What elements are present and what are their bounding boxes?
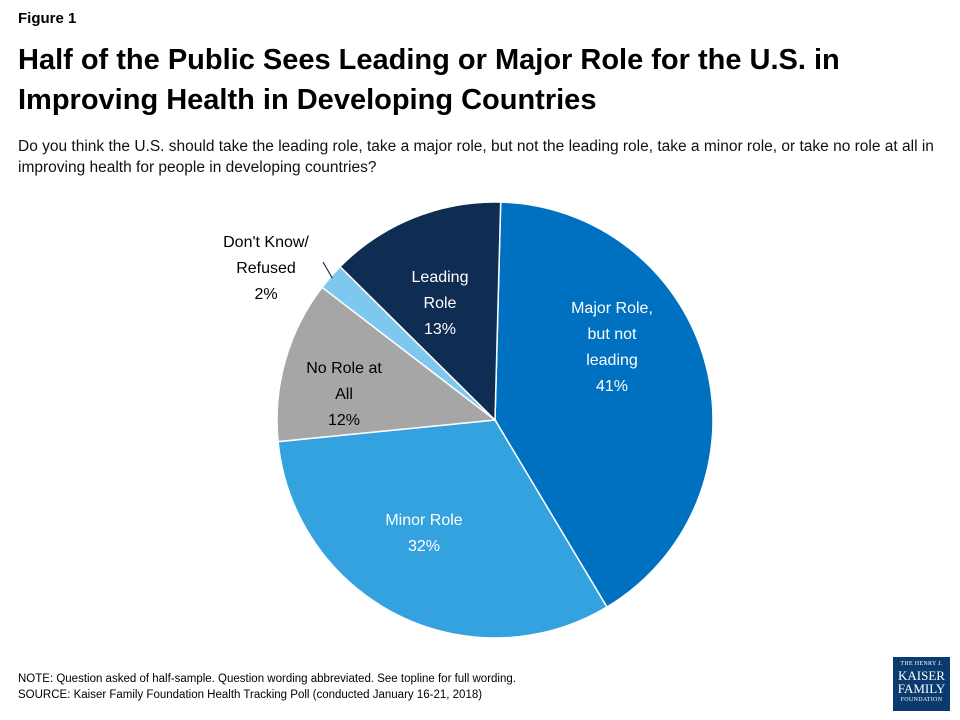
slice-name-label: No Role at (306, 360, 382, 377)
slice-name-label: Minor Role (385, 512, 462, 529)
slice-name-label: leading (586, 352, 638, 369)
slice-value-label: 32% (408, 538, 440, 555)
slice-name-label: Refused (236, 260, 296, 277)
chart-subtitle: Do you think the U.S. should take the le… (18, 138, 934, 176)
slice-label: Don't Know/Refused 2% (223, 234, 309, 303)
slice-value-label: 41% (596, 378, 628, 395)
slice-label: No Role at All 12% (306, 360, 382, 429)
figure-label: Figure 1 (18, 10, 77, 27)
slice-name-label: Role (424, 295, 457, 312)
slice-value-label: 12% (328, 412, 360, 429)
logo-line-1: THE HENRY J. (900, 661, 943, 667)
pie-slice (338, 201, 502, 422)
logo-line-3: FAMILY (897, 681, 946, 696)
slice-label: Leading Role 13% (412, 269, 469, 338)
note-text: NOTE: Question asked of half-sample. Que… (18, 673, 516, 685)
pie-slice (277, 419, 608, 639)
chart-title: Half of the Public Sees Leading or Major… (18, 44, 840, 116)
logo-line-4: FOUNDATION (900, 697, 943, 703)
kff-logo: THE HENRY J. KAISER FAMILY FOUNDATION (893, 657, 950, 711)
pie-slice (320, 265, 496, 421)
slice-name-label: Don't Know/ (223, 234, 309, 251)
slice-name-label: All (335, 386, 353, 403)
slice-name-label: Major Role, (571, 300, 653, 317)
pie-slice (276, 286, 497, 443)
chart-notes: NOTE: Question asked of half-sample. Que… (18, 671, 516, 703)
slice-value-label: 2% (254, 286, 277, 303)
slice-label: Major Role, but not leading 41% (571, 300, 653, 395)
slice-value-label: 13% (424, 321, 456, 338)
slice-name-label: but not (588, 326, 637, 343)
slice-name-label: Leading (412, 269, 469, 286)
logo-line-2: KAISER (898, 668, 945, 683)
source-text: SOURCE: Kaiser Family Foundation Health … (18, 689, 483, 701)
slice-label: Minor Role 32% (385, 512, 462, 555)
leader-line (322, 261, 333, 279)
pie-slice (494, 201, 714, 609)
